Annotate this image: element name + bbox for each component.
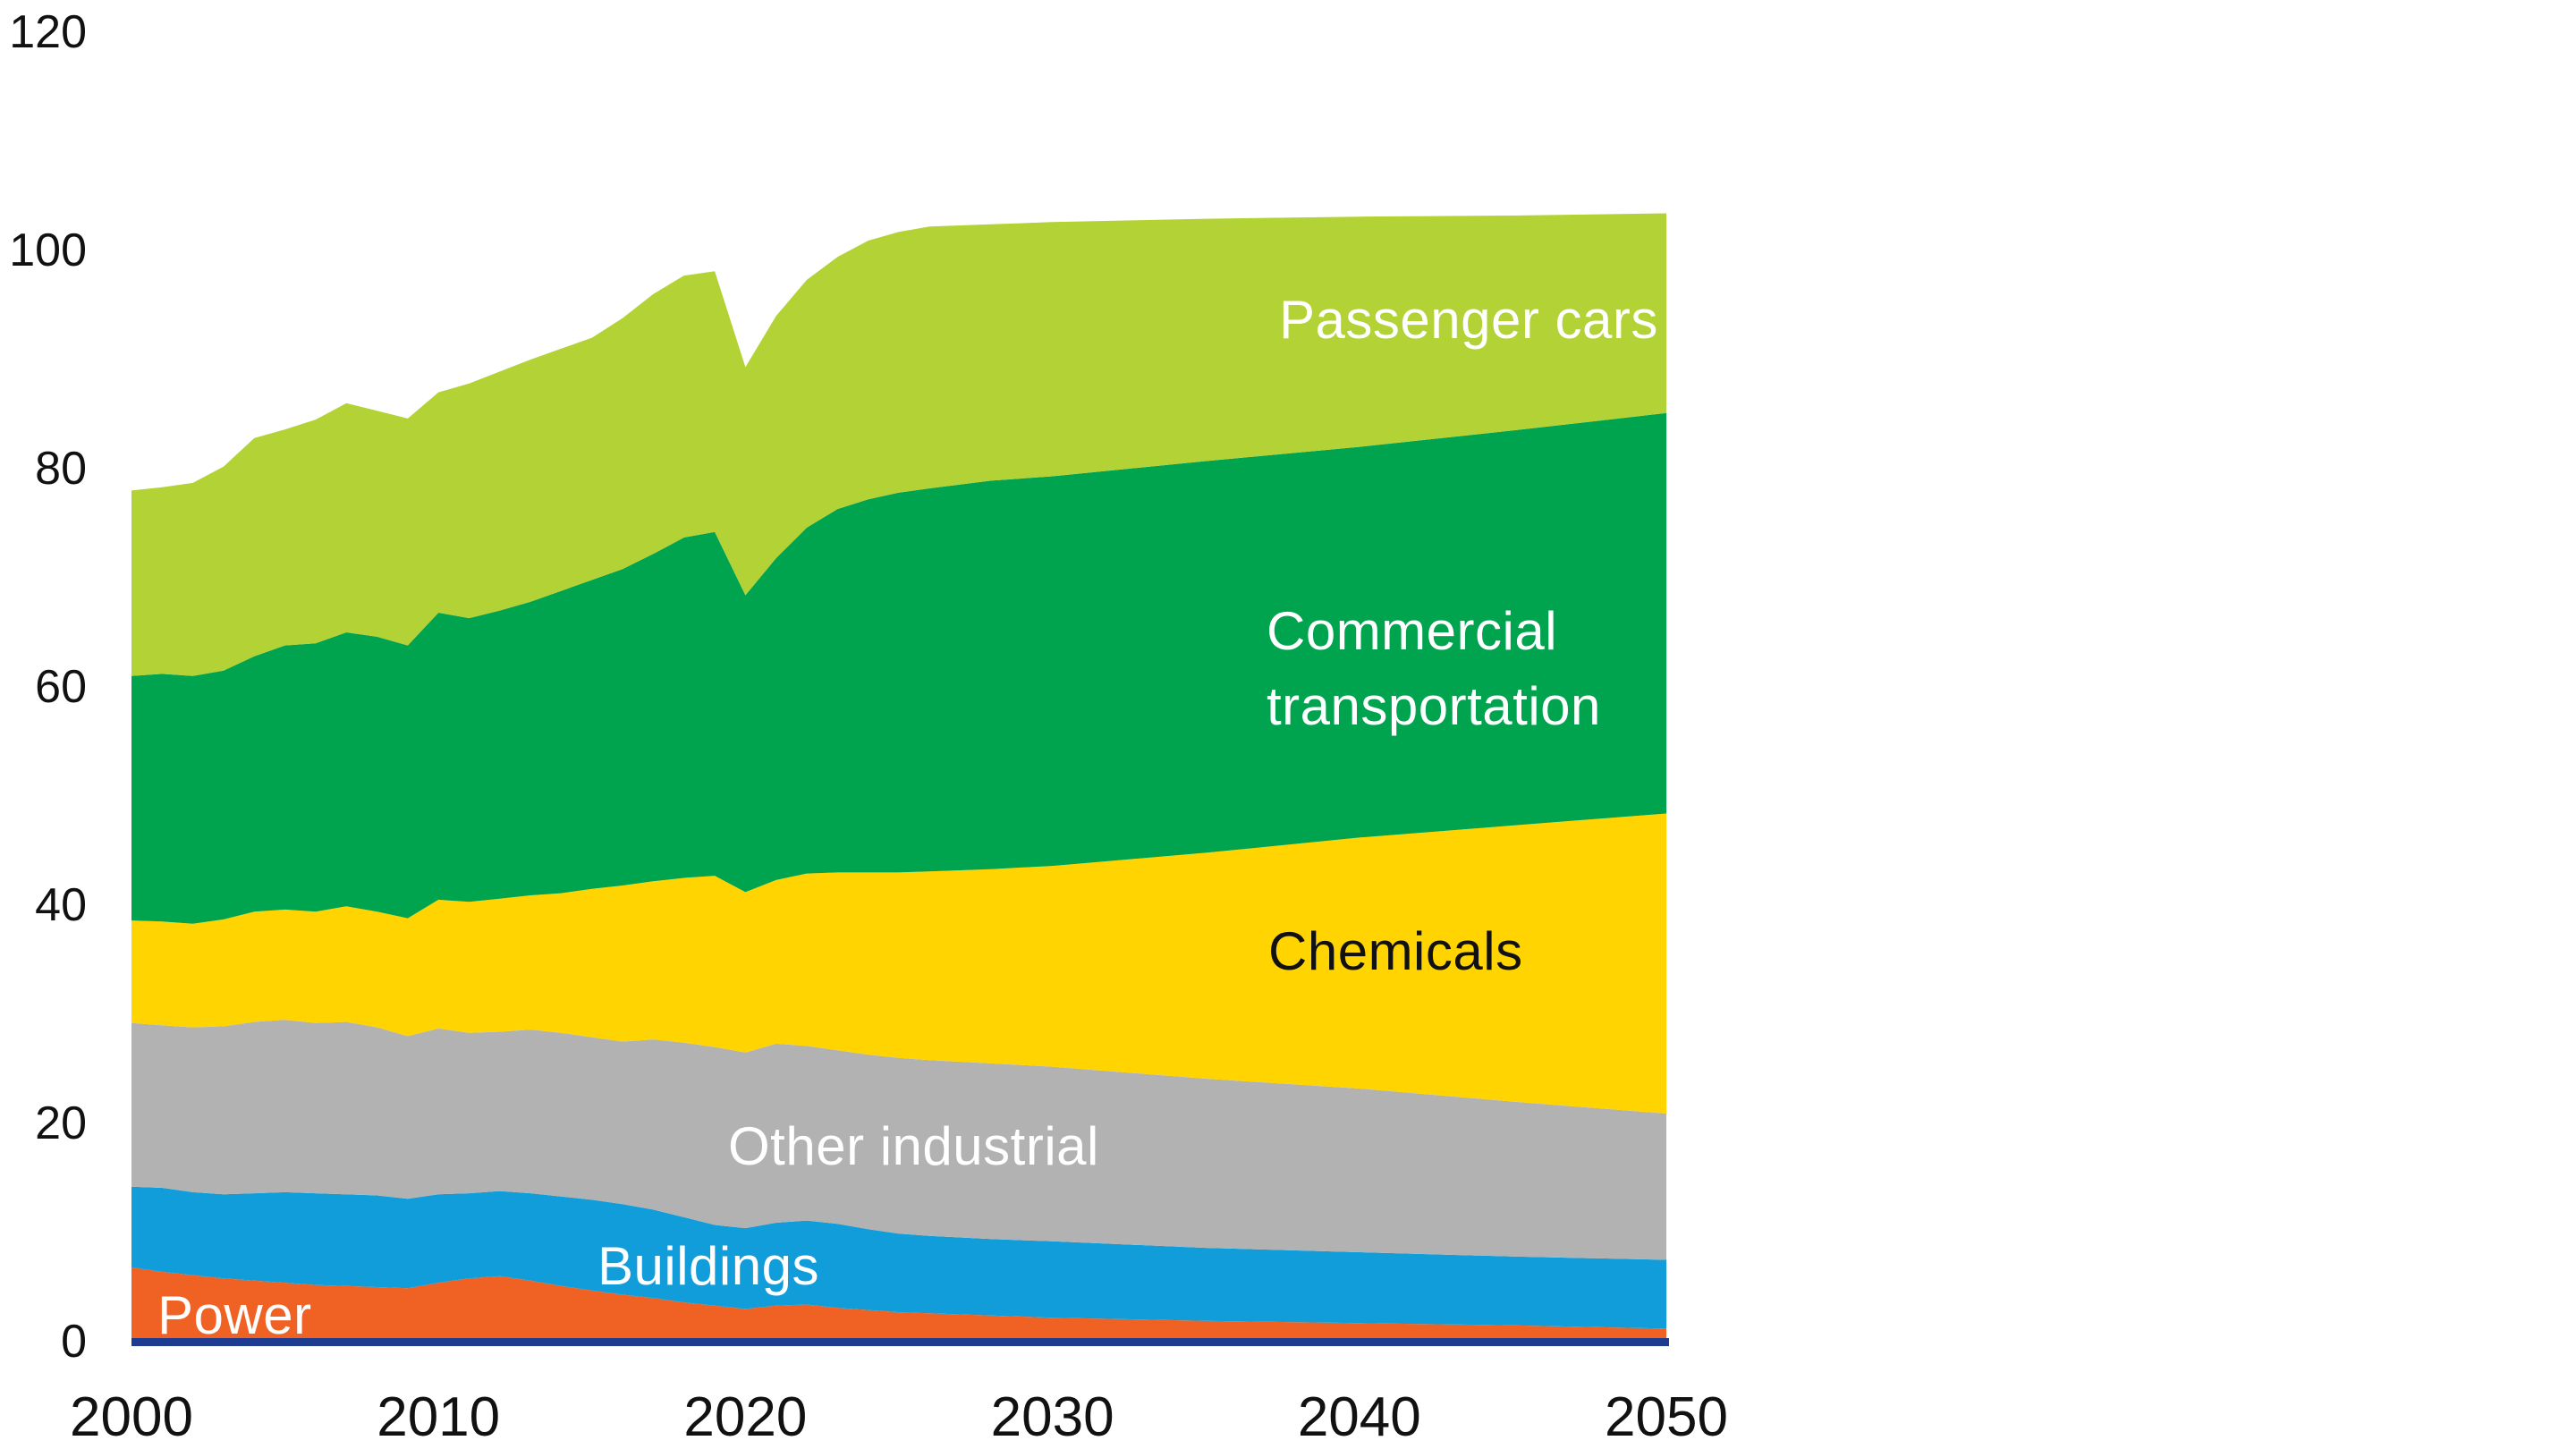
series-label-buildings: Buildings [597, 1236, 819, 1296]
y-tick-label: 120 [9, 6, 87, 58]
y-tick-label: 0 [61, 1316, 87, 1368]
area-chemicals [131, 813, 1666, 1114]
y-tick-label: 20 [35, 1097, 87, 1149]
x-tick-label: 2040 [1298, 1386, 1421, 1448]
series-label-commercial-transportation: Commercial transportation [1267, 601, 1601, 736]
x-tick-label: 2030 [991, 1386, 1114, 1448]
y-tick-label: 100 [9, 225, 87, 276]
series-label-power: Power [157, 1285, 312, 1345]
area-power [131, 1267, 1666, 1342]
x-axis-line [131, 1338, 1669, 1346]
x-tick-label: 2000 [70, 1386, 193, 1448]
x-tick-label: 2050 [1605, 1386, 1728, 1448]
x-tick-label: 2010 [377, 1386, 500, 1448]
area-passenger-cars [131, 213, 1666, 676]
series-label-passenger-cars: Passenger cars [1279, 290, 1658, 350]
series-label-other-industrial: Other industrial [728, 1116, 1099, 1176]
y-tick-label: 80 [35, 443, 87, 495]
series-label-chemicals: Chemicals [1268, 921, 1523, 981]
area-buildings [131, 1186, 1666, 1329]
y-tick-label: 40 [35, 879, 87, 931]
x-tick-label: 2020 [683, 1386, 807, 1448]
y-tick-label: 60 [35, 661, 87, 713]
area-other-industrial [131, 1020, 1666, 1260]
area-commercial-transportation [131, 412, 1666, 924]
